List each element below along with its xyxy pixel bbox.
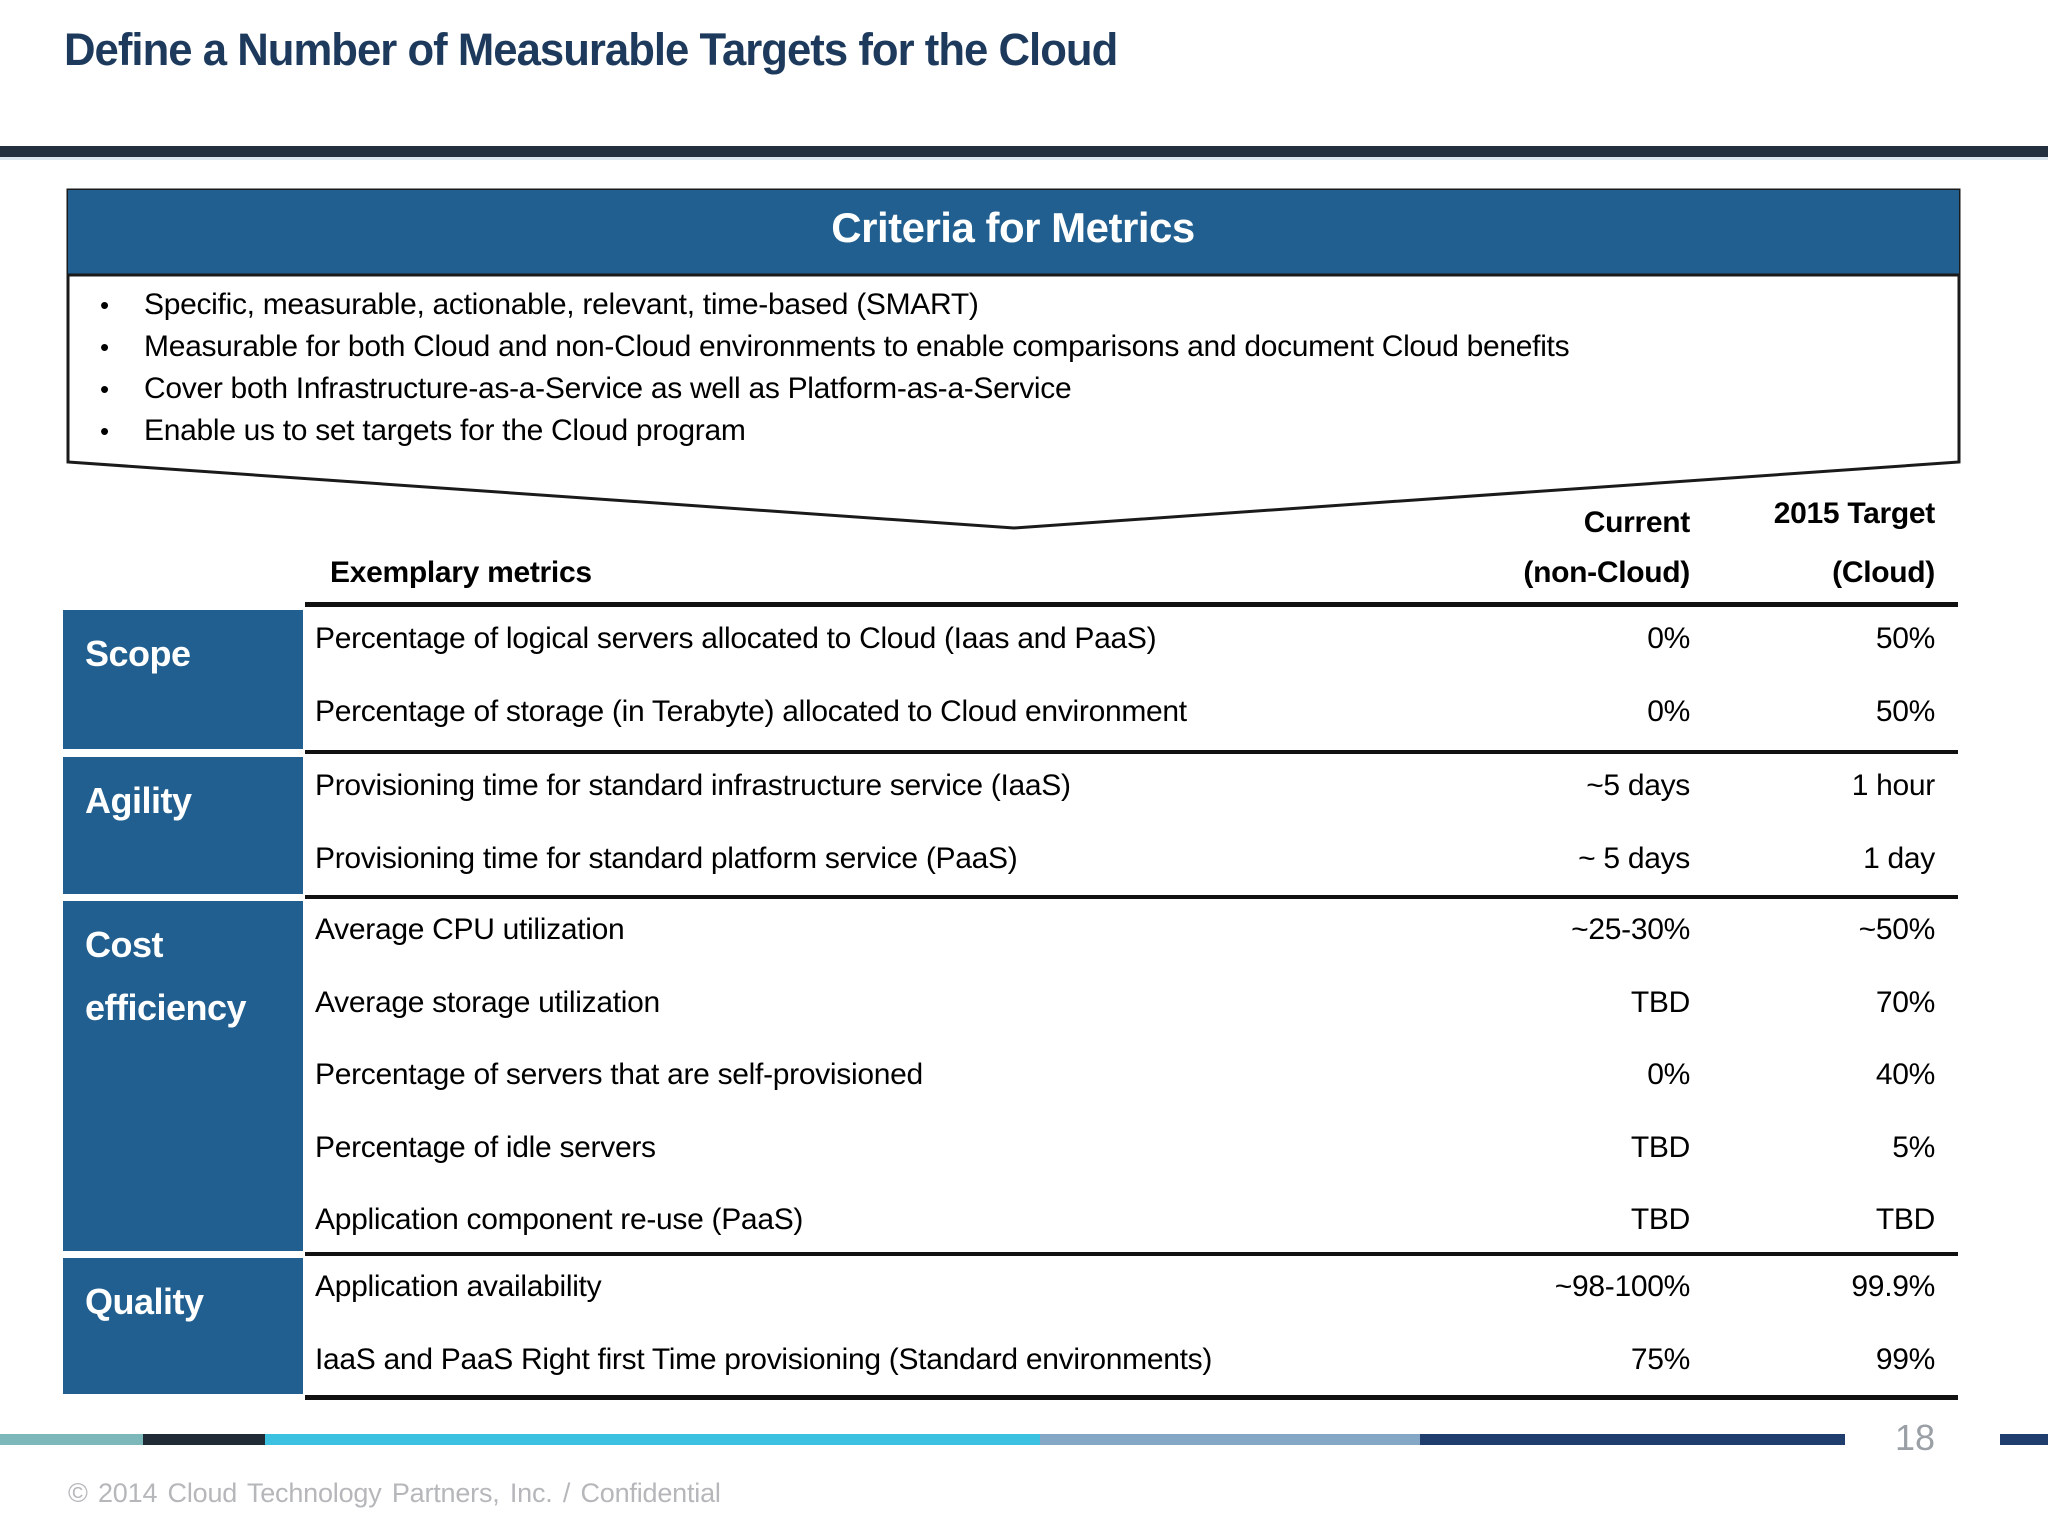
category-cell: Quality <box>63 1258 303 1394</box>
bar-segment-cyan <box>265 1434 1040 1445</box>
metric-name: Provisioning time for standard infrastru… <box>315 769 1071 802</box>
current-value: TBD <box>1630 986 1690 1019</box>
category-label: Scope <box>85 633 191 674</box>
target-value: 50% <box>1875 695 1935 728</box>
target-value: ~50% <box>1858 913 1936 946</box>
criteria-box-title: Criteria for Metrics <box>831 204 1195 251</box>
title-rule <box>0 146 2048 157</box>
table-row: Average CPU utilization ~25-30% ~50% <box>315 913 1958 953</box>
column-header-exemplary-metrics: Exemplary metrics <box>330 556 592 589</box>
table-bottom-line <box>305 1395 1958 1400</box>
bullet-text: Measurable for both Cloud and non-Cloud … <box>144 330 1570 363</box>
table-row: IaaS and PaaS Right first Time provision… <box>315 1343 1958 1383</box>
criteria-box: Criteria for Metrics • Specific, measurab… <box>66 188 1962 536</box>
bar-segment-teal <box>0 1434 143 1445</box>
column-header-2015-target: 2015 Target <box>1773 497 1936 530</box>
table-row: Percentage of idle servers TBD 5% <box>315 1131 1958 1171</box>
metric-name: Percentage of servers that are self-prov… <box>315 1058 923 1091</box>
metric-name: Percentage of storage (in Terabyte) allo… <box>315 695 1187 728</box>
table-row: Percentage of logical servers allocated … <box>315 622 1958 662</box>
current-value: TBD <box>1630 1131 1690 1164</box>
target-value: 1 hour <box>1851 769 1936 802</box>
category-label: Agility <box>85 780 192 821</box>
bullet-text: Specific, measurable, actionable, releva… <box>144 288 979 321</box>
target-value: 40% <box>1875 1058 1935 1091</box>
criteria-bullet: • Cover both Infrastructure-as-a-Service … <box>86 368 1926 410</box>
target-value: TBD <box>1875 1203 1935 1236</box>
footer-copyright: © 2014 Cloud Technology Partners, Inc. /… <box>68 1478 721 1508</box>
table-header-line <box>305 602 1958 607</box>
metric-name: Percentage of logical servers allocated … <box>315 622 1157 655</box>
bullet-text: Cover both Infrastructure-as-a-Service a… <box>144 372 1072 405</box>
category-cell: Agility <box>63 757 303 894</box>
target-value: 50% <box>1875 622 1935 655</box>
table-row: Average storage utilization TBD 70% <box>315 986 1958 1026</box>
category-label: Quality <box>85 1281 204 1322</box>
metric-name: Application component re-use (PaaS) <box>315 1203 804 1236</box>
category-label: Cost efficiency <box>85 924 247 1028</box>
page-title: Define a Number of Measurable Targets fo… <box>64 24 1118 75</box>
metric-name: IaaS and PaaS Right first Time provision… <box>315 1343 1213 1376</box>
column-header-current: Current <box>1583 506 1691 539</box>
current-value: ~ 5 days <box>1578 842 1690 875</box>
metric-name: Application availability <box>315 1270 602 1303</box>
current-value: 0% <box>1647 1058 1690 1091</box>
bullet-dot: • <box>100 290 109 320</box>
criteria-bullet: • Specific, measurable, actionable, relev… <box>86 284 1926 326</box>
category-cell: Scope <box>63 610 303 749</box>
target-value: 5% <box>1892 1131 1935 1164</box>
current-value: ~98-100% <box>1554 1270 1691 1303</box>
bar-segment-dark-navy <box>143 1434 265 1445</box>
category-cell: Cost efficiency <box>63 901 303 1251</box>
current-value: ~25-30% <box>1571 913 1690 946</box>
bar-segment-navy <box>1420 1434 1845 1445</box>
target-value: 99% <box>1875 1343 1935 1376</box>
current-value: 0% <box>1647 622 1690 655</box>
bar-segment-steel-blue <box>1040 1434 1420 1445</box>
table-row: Percentage of servers that are self-prov… <box>315 1058 1958 1098</box>
metric-name: Average CPU utilization <box>315 913 625 946</box>
current-value: 0% <box>1647 695 1690 728</box>
bullet-text: Enable us to set targets for the Cloud p… <box>144 414 746 447</box>
bullet-dot: • <box>100 332 109 362</box>
criteria-funnel-shape <box>66 188 1961 530</box>
target-value: 1 day <box>1863 842 1935 875</box>
bullet-dot: • <box>100 374 109 404</box>
table-row: Provisioning time for standard infrastru… <box>315 769 1958 809</box>
metric-name: Average storage utilization <box>315 986 660 1019</box>
section-separator <box>305 1252 1958 1256</box>
target-value: 99.9% <box>1851 1270 1935 1303</box>
column-header-non-cloud: (non-Cloud) <box>1523 556 1690 589</box>
current-value: TBD <box>1630 1203 1690 1236</box>
section-separator <box>305 895 1958 899</box>
table-row: Application component re-use (PaaS) TBD TB… <box>315 1203 1958 1243</box>
metric-name: Provisioning time for standard platform … <box>315 842 1018 875</box>
title-rule-highlight <box>0 157 2048 160</box>
table-row: Provisioning time for standard platform … <box>315 842 1958 882</box>
column-header-cloud: (Cloud) <box>1832 556 1935 589</box>
current-value: ~5 days <box>1586 769 1690 802</box>
criteria-header-bg <box>68 190 1959 274</box>
criteria-bullet-list: • Specific, measurable, actionable, relev… <box>86 284 1926 452</box>
table-row: Percentage of storage (in Terabyte) allo… <box>315 695 1958 735</box>
section-separator <box>305 750 1958 754</box>
criteria-bullet: • Enable us to set targets for the Cloud … <box>86 410 1926 452</box>
target-value: 70% <box>1875 986 1935 1019</box>
table-row: Application availability ~98-100% 99.9% <box>315 1270 1958 1310</box>
page-number: 18 <box>1894 1417 1936 1458</box>
criteria-bullet: • Measurable for both Cloud and non-Cloud… <box>86 326 1926 368</box>
current-value: 75% <box>1630 1343 1690 1376</box>
metric-name: Percentage of idle servers <box>315 1131 656 1164</box>
bullet-dot: • <box>100 416 109 446</box>
bar-segment-navy-right <box>2000 1434 2048 1445</box>
